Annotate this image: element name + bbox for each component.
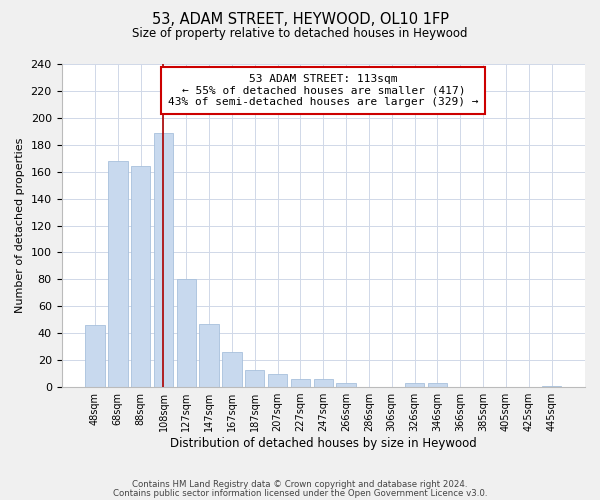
Bar (199, 324, 219, 387)
Text: Size of property relative to detached houses in Heywood: Size of property relative to detached ho… (132, 28, 468, 40)
Text: 53 ADAM STREET: 113sqm
← 55% of detached houses are smaller (417)
43% of semi-de: 53 ADAM STREET: 113sqm ← 55% of detached… (168, 74, 479, 107)
Bar (131, 166, 151, 387)
Bar (268, 374, 287, 387)
Bar (85, 325, 105, 387)
Bar (428, 383, 447, 387)
X-axis label: Distribution of detached houses by size in Heywood: Distribution of detached houses by size … (170, 437, 476, 450)
Bar (245, 370, 265, 387)
Bar (154, 132, 173, 387)
Text: 53, ADAM STREET, HEYWOOD, OL10 1FP: 53, ADAM STREET, HEYWOOD, OL10 1FP (151, 12, 449, 28)
Bar (337, 383, 356, 387)
Bar (176, 280, 196, 387)
Text: Contains HM Land Registry data © Crown copyright and database right 2024.: Contains HM Land Registry data © Crown c… (132, 480, 468, 489)
Bar (222, 352, 242, 387)
Bar (542, 386, 561, 387)
Bar (405, 383, 424, 387)
Y-axis label: Number of detached properties: Number of detached properties (15, 138, 25, 313)
Text: Contains public sector information licensed under the Open Government Licence v3: Contains public sector information licen… (113, 488, 487, 498)
Bar (314, 379, 333, 387)
Bar (108, 161, 128, 387)
Bar (291, 379, 310, 387)
